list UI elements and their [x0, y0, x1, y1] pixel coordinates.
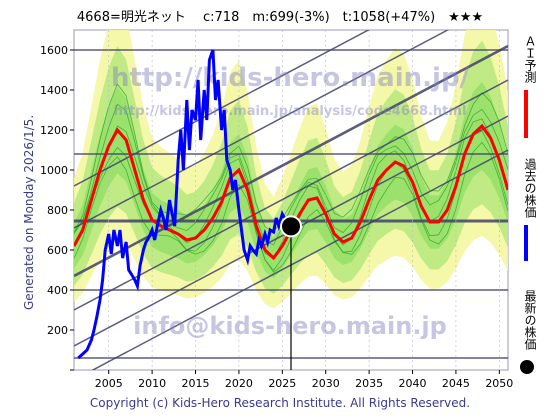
trend-line-4	[74, 30, 450, 229]
x-tick-label-6: 2035	[355, 377, 383, 390]
trend-line-5	[74, 30, 370, 187]
x-tick-label-8: 2045	[442, 377, 470, 390]
x-tick-label-1: 2010	[138, 377, 166, 390]
y-axis-ticks: 200 400 600 800 1000 1200 1400 1600	[40, 44, 74, 371]
legend-ai-label: ＡＩ予測	[523, 35, 537, 83]
y-tick-label-6: 1200	[40, 124, 68, 137]
y-tick-label-8: 1600	[40, 44, 68, 57]
x-tick-label-9: 2050	[485, 377, 513, 390]
x-tick-label-3: 2020	[225, 377, 253, 390]
watermark-bottom: info@kids-hero.main.jp	[133, 312, 447, 340]
page-title: 4668=明光ネット c:718 m:699(-3%) t:1058(+47%)…	[76, 10, 484, 25]
x-tick-label-7: 2040	[399, 377, 427, 390]
x-tick-label-4: 2025	[268, 377, 296, 390]
trend-line-3	[74, 44, 508, 278]
series-line-past	[77, 49, 293, 360]
watermark-group: http://kids-hero.main.jp/ http://kids-he…	[111, 63, 470, 340]
trend-line-2	[74, 79, 508, 311]
latest-marker-group	[280, 215, 302, 370]
x-tick-label-0: 2005	[95, 377, 123, 390]
legend-latest-label: 最新の株価	[523, 290, 537, 350]
y-tick-label-1: 200	[47, 324, 68, 337]
y-tick-label-7: 1400	[40, 84, 68, 97]
scenario-line-4	[74, 83, 508, 234]
latest-point-marker	[280, 215, 302, 238]
copyright: Copyright (c) Kids-Hero Research Institu…	[89, 396, 471, 410]
legend-past-swatch	[524, 225, 528, 261]
x-tick-label-2: 2015	[182, 377, 210, 390]
scenario-line-3	[74, 103, 508, 246]
y-tick-label-5: 1000	[40, 164, 68, 177]
x-tick-label-5: 2030	[312, 377, 340, 390]
legend-ai-swatch	[524, 90, 528, 138]
watermark-mid: http://kids-hero.main.jp/analysis/code46…	[114, 104, 467, 119]
x-axis-ticks: 2005 2010 2015 2020 2025 2030 2035 2040 2045 2050	[95, 370, 513, 390]
watermark-top: http://kids-hero.main.jp/	[111, 63, 470, 93]
y-tick-label-2: 400	[47, 284, 68, 297]
y-tick-label-4: 800	[47, 204, 68, 217]
y-tick-label-3: 600	[47, 244, 68, 257]
legend-past-label: 過去の株価	[523, 158, 537, 218]
legend-latest-swatch	[520, 360, 534, 374]
